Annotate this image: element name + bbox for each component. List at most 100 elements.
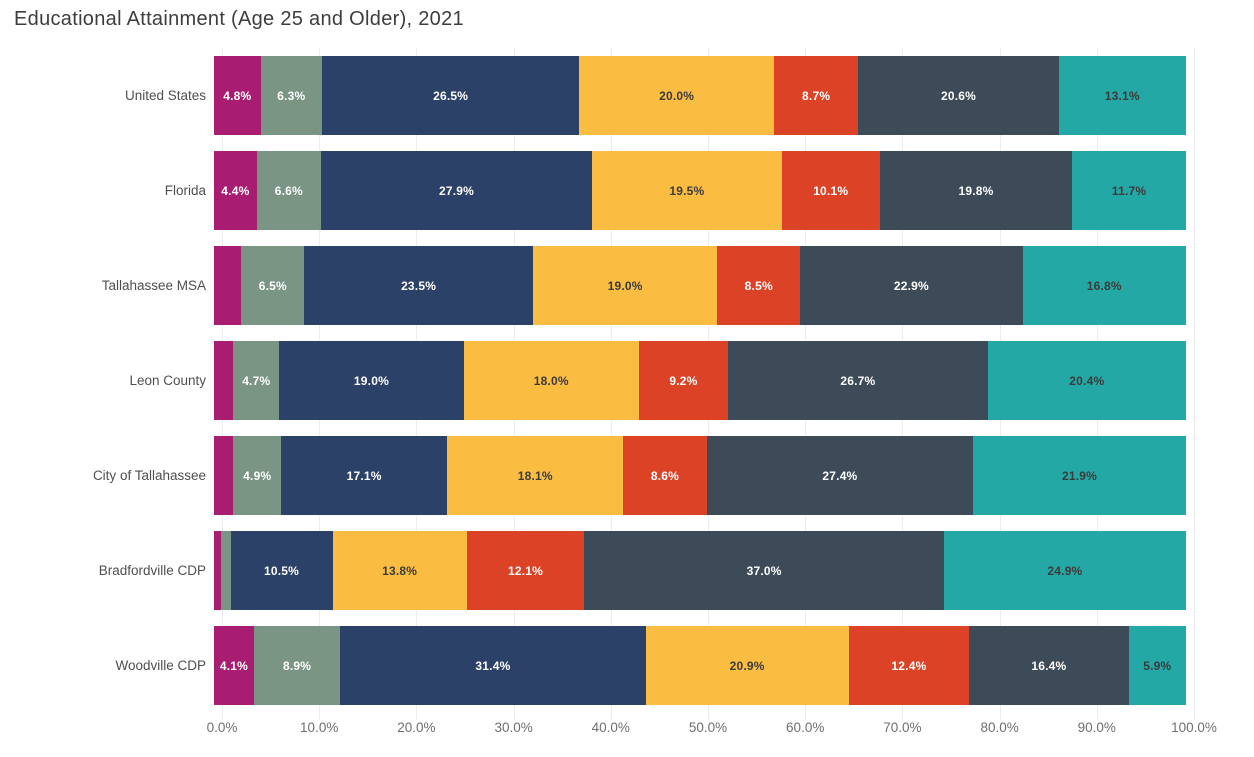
bar-segment[interactable]: 26.5% [321,56,580,135]
category-label: United States [124,88,206,103]
segment-value-label: 17.1% [346,468,382,483]
bar-segment[interactable]: 4.1% [214,626,254,705]
segment-value-label: 20.0% [659,88,695,103]
bar-segment[interactable]: 27.9% [320,151,593,230]
bar-segment[interactable]: 18.1% [447,436,624,515]
x-axis: 0.0% 10.0% 20.0% 30.0% 40.0% 50.0% 60.0% 70.0% 8… [207,720,1217,744]
bar-segment[interactable]: 13.8% [332,531,467,610]
bar-segment[interactable]: 20.9% [645,626,849,705]
bar-segment[interactable]: 4.9% [233,436,282,515]
segment-value-label: 13.1% [1104,88,1140,103]
segment-value-label: 24.9% [1047,563,1083,578]
segment-value-label: 23.5% [401,278,437,293]
bar-segment[interactable]: 10.5% [230,531,333,610]
segment-value-label: 19.5% [669,183,705,198]
bar-segment[interactable]: 8.7% [773,56,859,135]
bar-segment[interactable] [214,246,242,325]
segment-value-label: 19.0% [607,278,643,293]
x-axis-tick-label: 70.0% [883,720,922,735]
x-axis-tick-label: 100.0% [1171,720,1217,735]
bar-segment[interactable]: 4.7% [233,341,280,420]
bar-segment[interactable]: 23.5% [304,246,533,325]
bar-segment[interactable]: 19.5% [592,151,782,230]
bar-segment[interactable]: 10.1% [781,151,880,230]
bar-segment[interactable]: 19.8% [879,151,1073,230]
bar-segment[interactable]: 19.0% [532,246,718,325]
x-axis-tick-label: 80.0% [980,720,1019,735]
bar-segment[interactable]: 12.4% [848,626,970,705]
bar-segment[interactable]: 6.3% [260,56,322,135]
bar-segment[interactable]: 8.6% [623,436,707,515]
segment-value-label: 18.1% [517,468,553,483]
bar-segment[interactable]: 11.7% [1072,151,1186,230]
segment-value-label: 22.9% [893,278,929,293]
bar-segment[interactable]: 12.1% [466,531,585,610]
bar-segment[interactable]: 6.6% [256,151,321,230]
bar-segment[interactable]: 17.1% [281,436,448,515]
segment-value-label: 4.1% [219,658,248,673]
bar-segment[interactable]: 9.2% [638,341,729,420]
bar-segment[interactable] [214,531,221,610]
bar-segment[interactable]: 21.9% [973,436,1186,515]
stacked-bar: 4.8% 6.3% 26.5% 20.0% 8.7% 20.6% 13.1% [214,56,1186,135]
bar-segment[interactable]: 19.0% [279,341,464,420]
table-row: Bradfordville CDP 10.5% 13.8% 12.1% 37.0% 24.… [0,523,1254,618]
segment-value-label: 10.1% [813,183,849,198]
stacked-bar: 4.7% 19.0% 18.0% 9.2% 26.7% 20.4% [214,341,1186,420]
category-label: City of Tallahassee [92,468,206,483]
bar-segment[interactable]: 31.4% [340,626,646,705]
stacked-bar: 4.1% 8.9% 31.4% 20.9% 12.4% 16.4% 5.9% [214,626,1186,705]
segment-value-label: 4.7% [242,373,271,388]
segment-value-label: 8.5% [744,278,773,293]
bar-segment[interactable] [214,341,234,420]
table-row: Tallahassee MSA 6.5% 23.5% 19.0% 8.5% 22.9% 16… [0,238,1254,333]
segment-value-label: 11.7% [1111,183,1147,198]
bar-segment[interactable]: 27.4% [706,436,974,515]
category-label: Leon County [129,373,206,388]
bar-segment[interactable]: 5.9% [1128,626,1186,705]
bar-segment[interactable]: 18.0% [463,341,639,420]
x-axis-tick-label: 60.0% [786,720,825,735]
bar-segment[interactable]: 13.1% [1058,56,1186,135]
x-axis-tick-label: 0.0% [206,720,238,735]
bar-segment[interactable]: 26.7% [728,341,988,420]
segment-value-label: 16.8% [1086,278,1122,293]
bar-segment[interactable]: 24.9% [943,531,1186,610]
segment-value-label: 13.8% [382,563,418,578]
bar-segment[interactable]: 20.0% [579,56,774,135]
bar-segment[interactable]: 37.0% [584,531,944,610]
segment-value-label: 21.9% [1061,468,1098,483]
segment-value-label: 4.9% [243,468,272,483]
segment-value-label: 26.7% [840,373,876,388]
bar-segment[interactable]: 6.5% [241,246,305,325]
segment-value-label: 37.0% [746,563,782,578]
bar-segment[interactable]: 20.6% [858,56,1059,135]
bar-segment[interactable] [214,436,234,515]
segment-value-label: 6.3% [277,88,306,103]
chart-rows: United States 4.8% 6.3% 26.5% 20.0% 8.7% 20.6%… [0,48,1254,713]
bar-segment[interactable]: 16.8% [1022,246,1186,325]
bar-segment[interactable]: 4.8% [214,56,261,135]
segment-value-label: 8.7% [802,88,831,103]
bar-segment[interactable]: 16.4% [969,626,1129,705]
bar-segment[interactable]: 8.9% [253,626,341,705]
bar-segment[interactable]: 22.9% [800,246,1023,325]
x-axis-tick-label: 30.0% [494,720,533,735]
segment-value-label: 12.1% [507,563,543,578]
table-row: Florida 4.4% 6.6% 27.9% 19.5% 10.1% 19.8% 11.7% [0,143,1254,238]
stacked-bar-chart: United States 4.8% 6.3% 26.5% 20.0% 8.7% 20.6%… [0,48,1254,757]
bar-segment[interactable] [220,531,231,610]
segment-value-label: 6.5% [258,278,287,293]
segment-value-label: 8.9% [283,658,312,673]
bar-segment[interactable]: 8.5% [717,246,801,325]
segment-value-label: 9.2% [669,373,698,388]
table-row: Leon County 4.7% 19.0% 18.0% 9.2% 26.7% 20.4% [0,333,1254,428]
bar-segment[interactable]: 4.4% [214,151,257,230]
bar-segment[interactable]: 20.4% [987,341,1186,420]
segment-value-label: 20.6% [941,88,977,103]
segment-value-label: 12.4% [891,658,927,673]
x-axis-tick-label: 90.0% [1077,720,1116,735]
x-axis-tick-label: 10.0% [300,720,339,735]
segment-value-label: 5.9% [1143,658,1172,673]
table-row: City of Tallahassee 4.9% 17.1% 18.1% 8.6% 27.… [0,428,1254,523]
